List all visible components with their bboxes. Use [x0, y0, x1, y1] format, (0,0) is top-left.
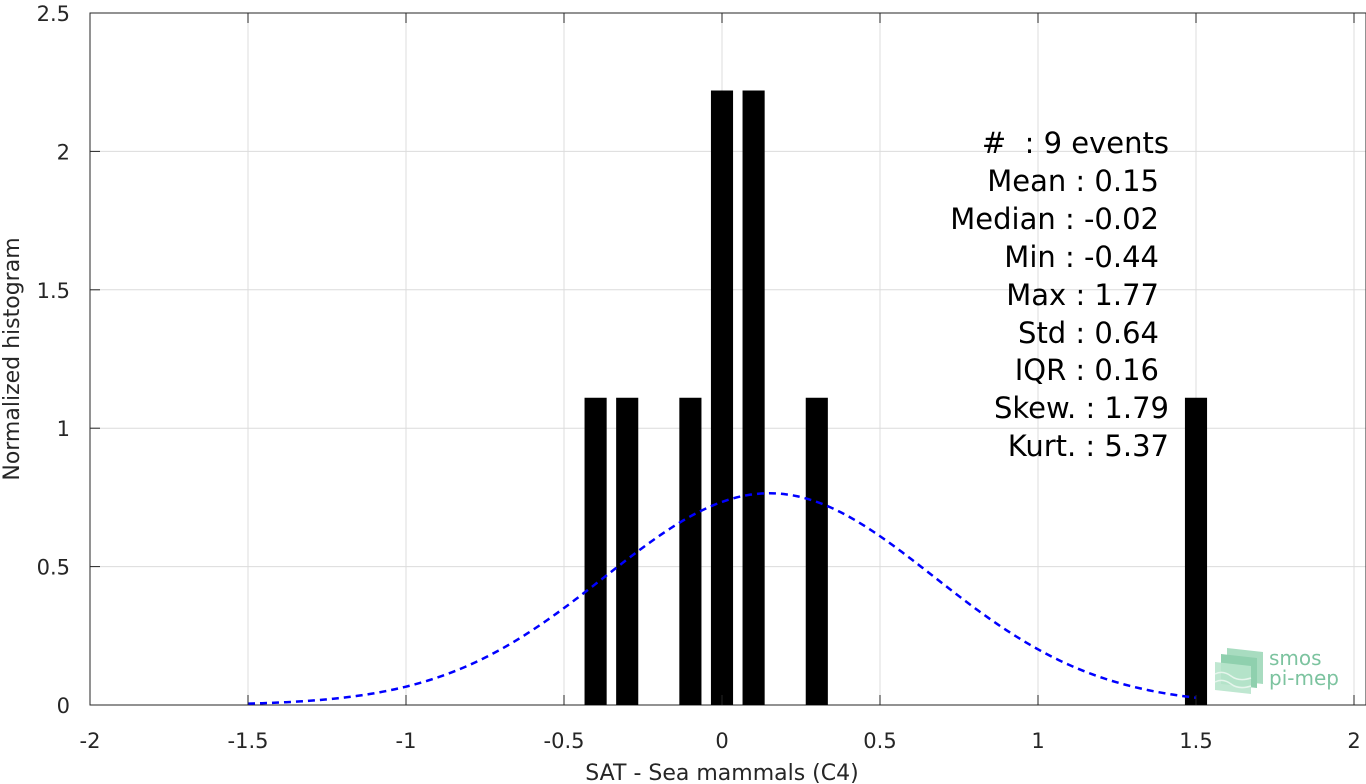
x-tick-label: 1.5	[1179, 729, 1212, 753]
smos-pi-mep-logo: smos pi-mep	[1213, 644, 1353, 698]
x-tick-label: -1	[396, 729, 417, 753]
x-tick-label: -1.5	[228, 729, 269, 753]
x-tick-label: 2	[1347, 729, 1360, 753]
x-axis-label: SAT - Sea mammals (C4)	[585, 761, 858, 784]
histogram-bar	[742, 90, 765, 705]
normal-fit-curve	[247, 491, 1197, 705]
y-tick-label: 2.5	[37, 2, 70, 26]
histogram-bar	[584, 397, 607, 705]
y-tick-label: 2	[57, 140, 70, 164]
bars	[584, 90, 1208, 705]
y-tick-label: 1.5	[37, 279, 70, 303]
x-tick-label: 1	[1031, 729, 1044, 753]
logo-waves-icon	[1214, 648, 1263, 694]
y-tick-label: 0.5	[37, 556, 70, 580]
y-tick-label: 0	[57, 694, 70, 718]
histogram-bar	[805, 397, 828, 705]
y-axis-label: Normalized histogram	[0, 237, 25, 480]
histogram-bar	[679, 397, 702, 705]
y-tick-label: 1	[57, 417, 70, 441]
x-tick-label: -0.5	[544, 729, 585, 753]
histogram-bar	[1184, 397, 1208, 705]
histogram-bar	[616, 397, 639, 705]
y-axis-ticks: 0 0.5 1 1.5 2 2.5	[37, 2, 100, 718]
x-axis-ticks: -2 -1.5 -1 -0.5 0 0.5 1 1.5 2	[80, 13, 1361, 753]
histogram-bar	[710, 90, 734, 705]
logo-text-smos: smos	[1269, 646, 1322, 670]
logo-text-pi-mep: pi-mep	[1269, 666, 1339, 690]
x-tick-label: -2	[80, 729, 101, 753]
x-tick-label: 0	[715, 729, 728, 753]
x-tick-label: 0.5	[863, 729, 896, 753]
